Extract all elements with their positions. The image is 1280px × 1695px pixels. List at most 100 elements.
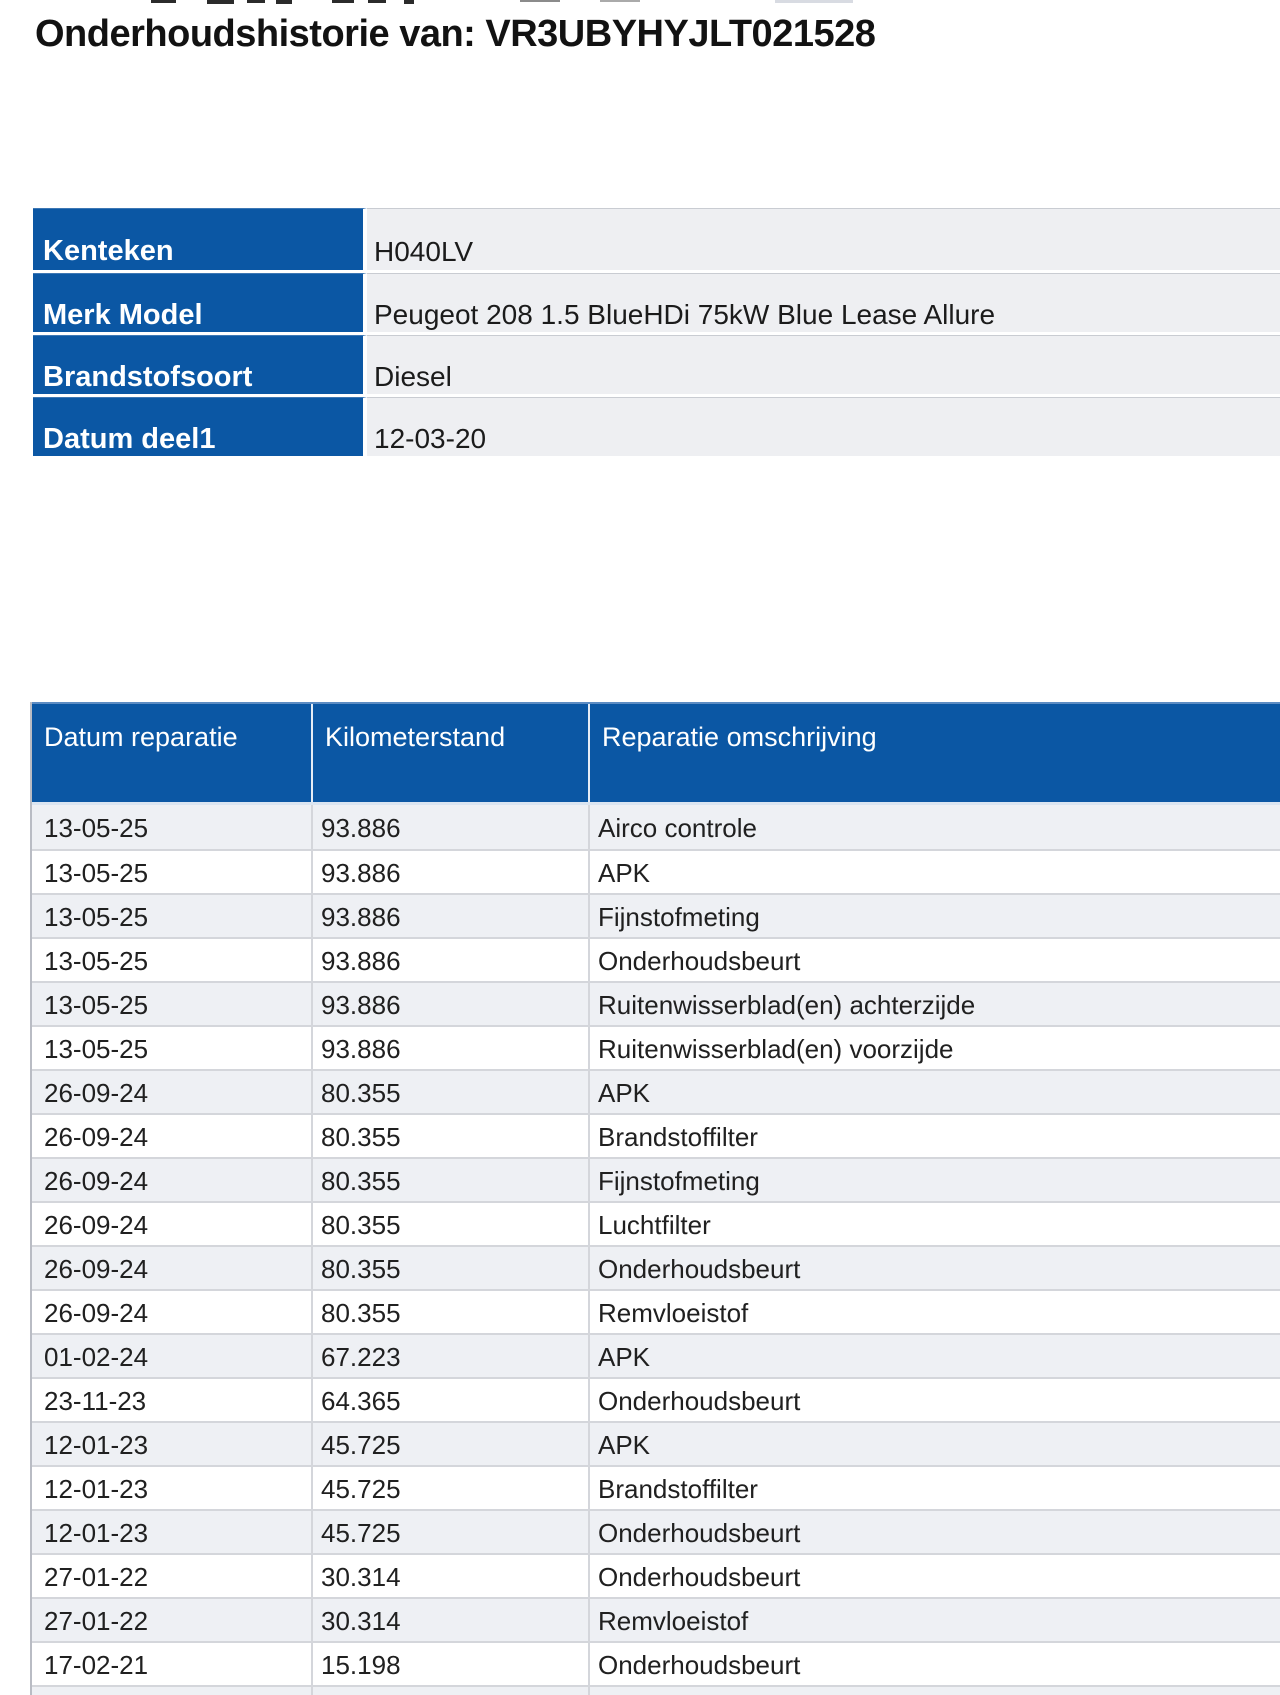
- odometer-cell: 93.886: [313, 805, 590, 849]
- odometer-cell: 45.725: [313, 1467, 590, 1509]
- odometer-cell: 93.886: [313, 895, 590, 937]
- repair-date-cell: 13-05-25: [32, 851, 313, 893]
- cropped-text-artifact: [0, 0, 1280, 6]
- odometer-cell: 67.223: [313, 1335, 590, 1377]
- maintenance-table: Datum reparatie Kilometerstand Reparatie…: [30, 702, 1280, 1695]
- odometer-cell: 80.355: [313, 1247, 590, 1289]
- repair-description-cell: Airco controle: [598, 812, 757, 843]
- info-label-cell: Brandstofsoort: [33, 335, 367, 394]
- repair-date-cell: 26-09-24: [32, 1115, 313, 1157]
- repair-description-cell: Remvloeistof: [598, 1297, 749, 1328]
- odometer-cell: 64.365: [313, 1379, 590, 1421]
- table-row: 01-02-24 67.223 APK: [32, 1333, 1280, 1377]
- repair-description-cell: [590, 1687, 1280, 1695]
- repair-date-cell: 12-01-23: [32, 1511, 313, 1553]
- table-row: 26-09-24 80.355 Remvloeistof: [32, 1289, 1280, 1333]
- odometer-cell: 80.355: [313, 1203, 590, 1245]
- odometer-cell: 93.886: [313, 1027, 590, 1069]
- odometer-cell: [313, 1687, 590, 1695]
- info-value-cell: H040LV: [367, 208, 1280, 270]
- page-title: Onderhoudshistorie van: VR3UBYHYJLT02152…: [35, 13, 876, 55]
- repair-date-cell: 26-09-24: [32, 1291, 313, 1333]
- repair-date-cell: 26-09-24: [32, 1247, 313, 1289]
- table-row: 13-05-25 93.886 Airco controle: [32, 805, 1280, 849]
- info-value-cell: 12-03-20: [367, 397, 1280, 456]
- odometer-cell: 80.355: [313, 1115, 590, 1157]
- table-row: 17-02-21 15.198 Onderhoudsbeurt: [32, 1641, 1280, 1685]
- repair-description-cell: Onderhoudsbeurt: [598, 1561, 801, 1592]
- info-row: Brandstofsoort Diesel: [33, 332, 1280, 394]
- repair-description-cell: Onderhoudsbeurt: [598, 1385, 801, 1416]
- odometer-cell: 80.355: [313, 1159, 590, 1201]
- table-row: 13-05-25 93.886 APK: [32, 849, 1280, 893]
- repair-date-cell: [32, 1687, 313, 1695]
- info-label-cell: Kenteken: [33, 208, 367, 270]
- repair-description-cell: Brandstoffilter: [598, 1473, 758, 1504]
- info-label-cell: Datum deel1: [33, 397, 367, 456]
- maintenance-table-body: 13-05-25 93.886 Airco controle 13-05-25 93.8…: [32, 805, 1280, 1685]
- repair-description-cell: Onderhoudsbeurt: [598, 1253, 801, 1284]
- column-header-odometer: Kilometerstand: [313, 704, 590, 802]
- repair-date-cell: 26-09-24: [32, 1203, 313, 1245]
- repair-date-cell: 13-05-25: [32, 983, 313, 1025]
- table-row: 12-01-23 45.725 Onderhoudsbeurt: [32, 1509, 1280, 1553]
- column-header-repair-description: Reparatie omschrijving: [602, 722, 877, 752]
- repair-date-cell: 13-05-25: [32, 939, 313, 981]
- repair-date-cell: 17-02-21: [32, 1643, 313, 1685]
- odometer-cell: 80.355: [313, 1291, 590, 1333]
- table-row: 26-09-24 80.355 Onderhoudsbeurt: [32, 1245, 1280, 1289]
- table-row: 13-05-25 93.886 Ruitenwisserblad(en) voorz…: [32, 1025, 1280, 1069]
- table-row: 26-09-24 80.355 Fijnstofmeting: [32, 1157, 1280, 1201]
- repair-description-cell: Onderhoudsbeurt: [598, 1517, 801, 1548]
- repair-description-cell: Remvloeistof: [598, 1605, 749, 1636]
- info-row: Kenteken H040LV: [33, 208, 1280, 270]
- repair-date-cell: 12-01-23: [32, 1423, 313, 1465]
- vehicle-info-table: Kenteken H040LV Merk Model Peugeot 208 1.5 …: [33, 208, 1280, 456]
- table-row: 13-05-25 93.886 Ruitenwisserblad(en) achte…: [32, 981, 1280, 1025]
- repair-description-cell: APK: [598, 857, 651, 888]
- table-row: 27-01-22 30.314 Remvloeistof: [32, 1597, 1280, 1641]
- repair-date-cell: 23-11-23: [32, 1379, 313, 1421]
- info-value-cell: Diesel: [367, 335, 1280, 394]
- odometer-cell: 30.314: [313, 1555, 590, 1597]
- repair-description-cell: Fijnstofmeting: [598, 1165, 760, 1196]
- table-row: 27-01-22 30.314 Onderhoudsbeurt: [32, 1553, 1280, 1597]
- info-label-cell: Merk Model: [33, 273, 367, 332]
- repair-date-cell: 27-01-22: [32, 1555, 313, 1597]
- repair-date-cell: 26-09-24: [32, 1159, 313, 1201]
- info-row: Merk Model Peugeot 208 1.5 BlueHDi 75kW B…: [33, 270, 1280, 332]
- table-row-partial: [32, 1685, 1280, 1695]
- odometer-cell: 80.355: [313, 1071, 590, 1113]
- repair-date-cell: 13-05-25: [32, 1027, 313, 1069]
- info-value-cell: Peugeot 208 1.5 BlueHDi 75kW Blue Lease …: [367, 273, 1280, 332]
- repair-description-cell: APK: [598, 1077, 651, 1108]
- table-row: 26-09-24 80.355 Luchtfilter: [32, 1201, 1280, 1245]
- odometer-cell: 15.198: [313, 1643, 590, 1685]
- odometer-cell: 93.886: [313, 939, 590, 981]
- repair-description-cell: Ruitenwisserblad(en) voorzijde: [598, 1033, 954, 1064]
- repair-date-cell: 13-05-25: [32, 805, 313, 849]
- table-row: 13-05-25 93.886 Fijnstofmeting: [32, 893, 1280, 937]
- odometer-cell: 45.725: [313, 1423, 590, 1465]
- table-row: 23-11-23 64.365 Onderhoudsbeurt: [32, 1377, 1280, 1421]
- repair-date-cell: 13-05-25: [32, 895, 313, 937]
- repair-description-cell: Fijnstofmeting: [598, 901, 760, 932]
- table-row: 12-01-23 45.725 APK: [32, 1421, 1280, 1465]
- table-row: 26-09-24 80.355 APK: [32, 1069, 1280, 1113]
- repair-date-cell: 01-02-24: [32, 1335, 313, 1377]
- odometer-cell: 45.725: [313, 1511, 590, 1553]
- repair-description-cell: Onderhoudsbeurt: [598, 945, 801, 976]
- table-header-row: Datum reparatie Kilometerstand Reparatie…: [32, 702, 1280, 805]
- table-row: 26-09-24 80.355 Brandstoffilter: [32, 1113, 1280, 1157]
- table-row: 13-05-25 93.886 Onderhoudsbeurt: [32, 937, 1280, 981]
- table-row: 12-01-23 45.725 Brandstoffilter: [32, 1465, 1280, 1509]
- odometer-cell: 93.886: [313, 851, 590, 893]
- repair-description-cell: APK: [598, 1429, 651, 1460]
- repair-description-cell: APK: [598, 1341, 651, 1372]
- repair-date-cell: 26-09-24: [32, 1071, 313, 1113]
- repair-date-cell: 12-01-23: [32, 1467, 313, 1509]
- repair-description-cell: Onderhoudsbeurt: [598, 1649, 801, 1680]
- repair-description-cell: Brandstoffilter: [598, 1121, 758, 1152]
- repair-date-cell: 27-01-22: [32, 1599, 313, 1641]
- repair-description-cell: Luchtfilter: [598, 1209, 711, 1240]
